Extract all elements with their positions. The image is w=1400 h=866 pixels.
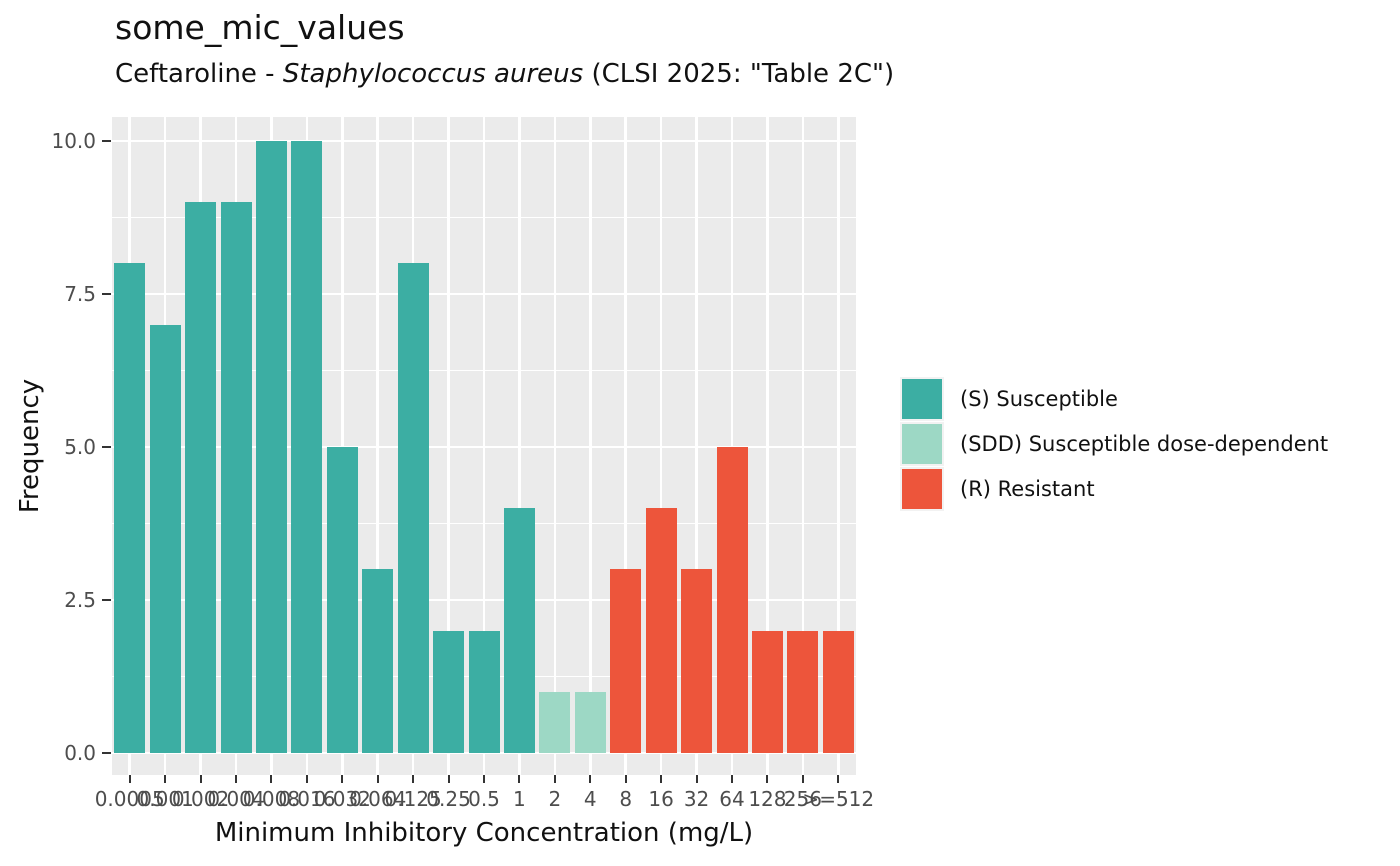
chart-title: some_mic_values <box>115 8 405 47</box>
x-axis-tick-label: 4 <box>583 787 597 811</box>
x-axis-tick-mark <box>801 775 804 783</box>
x-axis-tick-mark <box>412 775 415 783</box>
x-axis-tick-mark <box>199 775 202 783</box>
x-axis-tick-label: 256 <box>783 787 822 811</box>
y-axis-tick-label: 0.0 <box>64 741 96 765</box>
y-axis-tick-mark <box>102 446 111 448</box>
x-axis-tick-label: 32 <box>683 787 710 811</box>
x-axis-tick-mark <box>270 775 273 783</box>
x-axis-title: Minimum Inhibitory Concentration (mg/L) <box>214 818 754 848</box>
histogram-bar <box>468 630 500 753</box>
x-axis-tick-mark <box>305 775 308 783</box>
x-axis-tick-label: 0.004 <box>207 787 265 811</box>
x-axis-tick-label: 128 <box>748 787 787 811</box>
x-axis-tick-label: 0.001 <box>136 787 194 811</box>
y-axis-tick-mark <box>102 293 111 295</box>
x-axis-tick-mark <box>235 775 237 783</box>
x-axis-tick-label: 0.032 <box>313 787 371 811</box>
x-axis-tick-label: 0.064 <box>349 787 407 811</box>
x-axis-tick-mark <box>518 775 521 783</box>
chart-subtitle: Ceftaroline - Staphylococcus aureus (CLS… <box>115 59 894 89</box>
y-axis-tick-mark <box>102 752 111 754</box>
y-axis-tick-mark <box>102 599 111 601</box>
gridline-major-horizontal <box>112 598 856 602</box>
x-axis-tick-label: 8 <box>619 787 633 811</box>
histogram-bar <box>220 202 252 753</box>
histogram-bar <box>681 569 713 753</box>
gridline-major-horizontal <box>112 292 856 296</box>
histogram-bar <box>397 263 429 753</box>
x-axis-tick-label: 64 <box>719 787 745 811</box>
y-axis-tick-label: 2.5 <box>64 588 96 612</box>
y-axis-tick-label: 7.5 <box>64 282 96 306</box>
gridline-major-horizontal <box>112 139 856 143</box>
gridline-major-horizontal <box>112 751 856 755</box>
legend-swatch-s <box>902 379 942 419</box>
legend-swatch-sdd <box>902 424 942 464</box>
histogram-bar <box>822 630 854 753</box>
x-axis-tick-label: 0.125 <box>384 787 442 811</box>
x-axis-tick-mark <box>837 775 840 783</box>
legend: (S) Susceptible (SDD) Susceptible dose-de… <box>902 379 1328 514</box>
histogram-bar <box>539 691 571 753</box>
histogram-bar <box>610 569 642 753</box>
histogram-bar <box>114 263 146 753</box>
x-axis-tick-mark <box>660 775 663 783</box>
x-axis-tick-mark <box>731 775 733 783</box>
x-axis-tick-label: 0.016 <box>278 787 336 811</box>
histogram-bar <box>751 630 783 753</box>
y-axis-tick-mark <box>102 140 111 142</box>
histogram-bar <box>787 630 819 753</box>
legend-item-label: (R) Resistant <box>960 477 1095 501</box>
plot-panel <box>112 117 856 775</box>
legend-item-label: (S) Susceptible <box>960 387 1118 411</box>
histogram-bar <box>503 508 535 753</box>
x-axis-tick-mark <box>483 775 485 783</box>
subtitle-organism: Staphylococcus aureus <box>282 59 584 89</box>
x-axis-tick-label: 2 <box>548 787 562 811</box>
histogram-bar <box>291 141 323 753</box>
x-axis-tick-mark <box>341 775 344 783</box>
x-axis-tick-label: 0.25 <box>426 787 471 811</box>
gridline-major-horizontal <box>112 445 856 449</box>
subtitle-guideline: (CLSI 2025: "Table 2C") <box>583 59 895 89</box>
x-axis-tick-mark <box>447 775 450 783</box>
histogram-bar <box>185 202 217 753</box>
legend-item: (R) Resistant <box>902 469 1328 509</box>
legend-item-label: (SDD) Susceptible dose-dependent <box>960 432 1329 456</box>
histogram-bar <box>716 447 748 753</box>
x-axis-tick-mark <box>766 775 769 783</box>
x-axis-tick-label: 0.002 <box>171 787 230 811</box>
x-axis-tick-label: 0.5 <box>468 787 500 811</box>
histogram-bar <box>645 508 677 753</box>
histogram-bar <box>326 447 358 753</box>
legend-item: (SDD) Susceptible dose-dependent <box>902 424 1328 464</box>
x-axis-tick-label: 1 <box>513 787 526 811</box>
y-axis-tick-label: 10.0 <box>51 129 96 153</box>
x-axis-tick-label: 0.008 <box>242 787 301 811</box>
x-axis-tick-mark <box>624 775 627 783</box>
y-axis-tick-label: 5.0 <box>64 435 96 459</box>
x-axis-tick-mark <box>128 775 131 783</box>
x-axis-tick-mark <box>376 775 379 783</box>
x-axis-tick-label: >=512 <box>802 787 875 811</box>
x-axis-tick-label: 16 <box>648 787 674 811</box>
legend-swatch-r <box>902 469 942 509</box>
histogram-bar <box>149 324 181 753</box>
x-axis-tick-mark <box>164 775 167 783</box>
x-axis-tick-mark <box>553 775 556 783</box>
legend-item: (S) Susceptible <box>902 379 1328 419</box>
histogram-bar <box>362 569 394 753</box>
x-axis-tick-mark <box>695 775 698 783</box>
histogram-bar <box>433 630 465 753</box>
subtitle-antibiotic: Ceftaroline - <box>115 59 283 89</box>
histogram-bar <box>574 691 606 753</box>
x-axis-tick-label: 0.0005 <box>94 787 165 811</box>
histogram-bar <box>255 141 287 753</box>
x-axis-tick-mark <box>589 775 592 783</box>
